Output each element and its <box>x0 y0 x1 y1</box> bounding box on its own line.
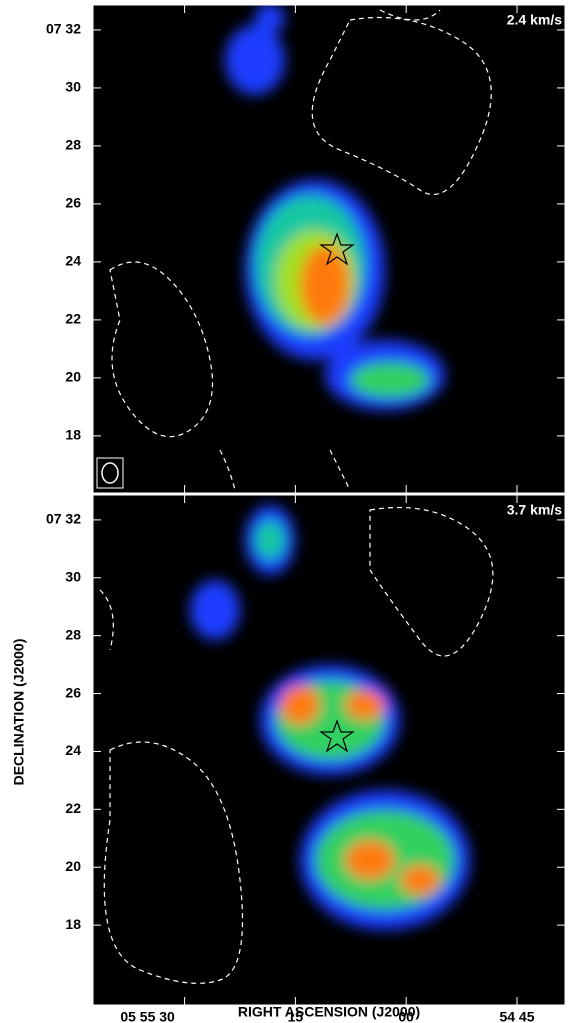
y-tick-label: 26 <box>65 195 81 211</box>
y-tick-label: 28 <box>65 626 81 642</box>
x-tick-label: 54 45 <box>499 1009 534 1023</box>
y-tick-label: 07 32 <box>46 21 81 37</box>
y-tick-label: 07 32 <box>46 511 81 527</box>
y-tick-label: 18 <box>65 916 81 932</box>
x-axis-label: RIGHT ASCENSION (J2000) <box>238 1004 420 1020</box>
y-tick-label: 30 <box>65 568 81 584</box>
y-tick-label: 22 <box>65 800 81 816</box>
y-tick-label: 20 <box>65 369 81 385</box>
y-axis-label: DECLINATION (J2000) <box>11 639 27 786</box>
y-tick-label: 24 <box>65 742 81 758</box>
panel-label: 3.7 km/s <box>507 502 562 518</box>
x-tick-label: 00 <box>398 1009 414 1023</box>
y-tick-label: 20 <box>65 858 81 874</box>
y-tick-label: 18 <box>65 427 81 443</box>
beam-box <box>96 457 124 489</box>
panel-frame <box>92 494 566 1006</box>
emission-map <box>109 5 492 491</box>
star-marker <box>319 719 355 753</box>
y-tick-label: 22 <box>65 311 81 327</box>
y-tick-label: 28 <box>65 137 81 153</box>
y-tick-label: 24 <box>65 253 81 269</box>
x-tick-label: 15 <box>288 1009 304 1023</box>
y-tick-label: 30 <box>65 79 81 95</box>
x-tick-label: 05 55 30 <box>120 1009 175 1023</box>
panel-frame <box>92 4 566 494</box>
y-tick-label: 26 <box>65 684 81 700</box>
beam <box>101 462 119 484</box>
emission-map <box>99 505 494 984</box>
star-marker <box>319 232 355 266</box>
panel-label: 2.4 km/s <box>507 12 562 28</box>
